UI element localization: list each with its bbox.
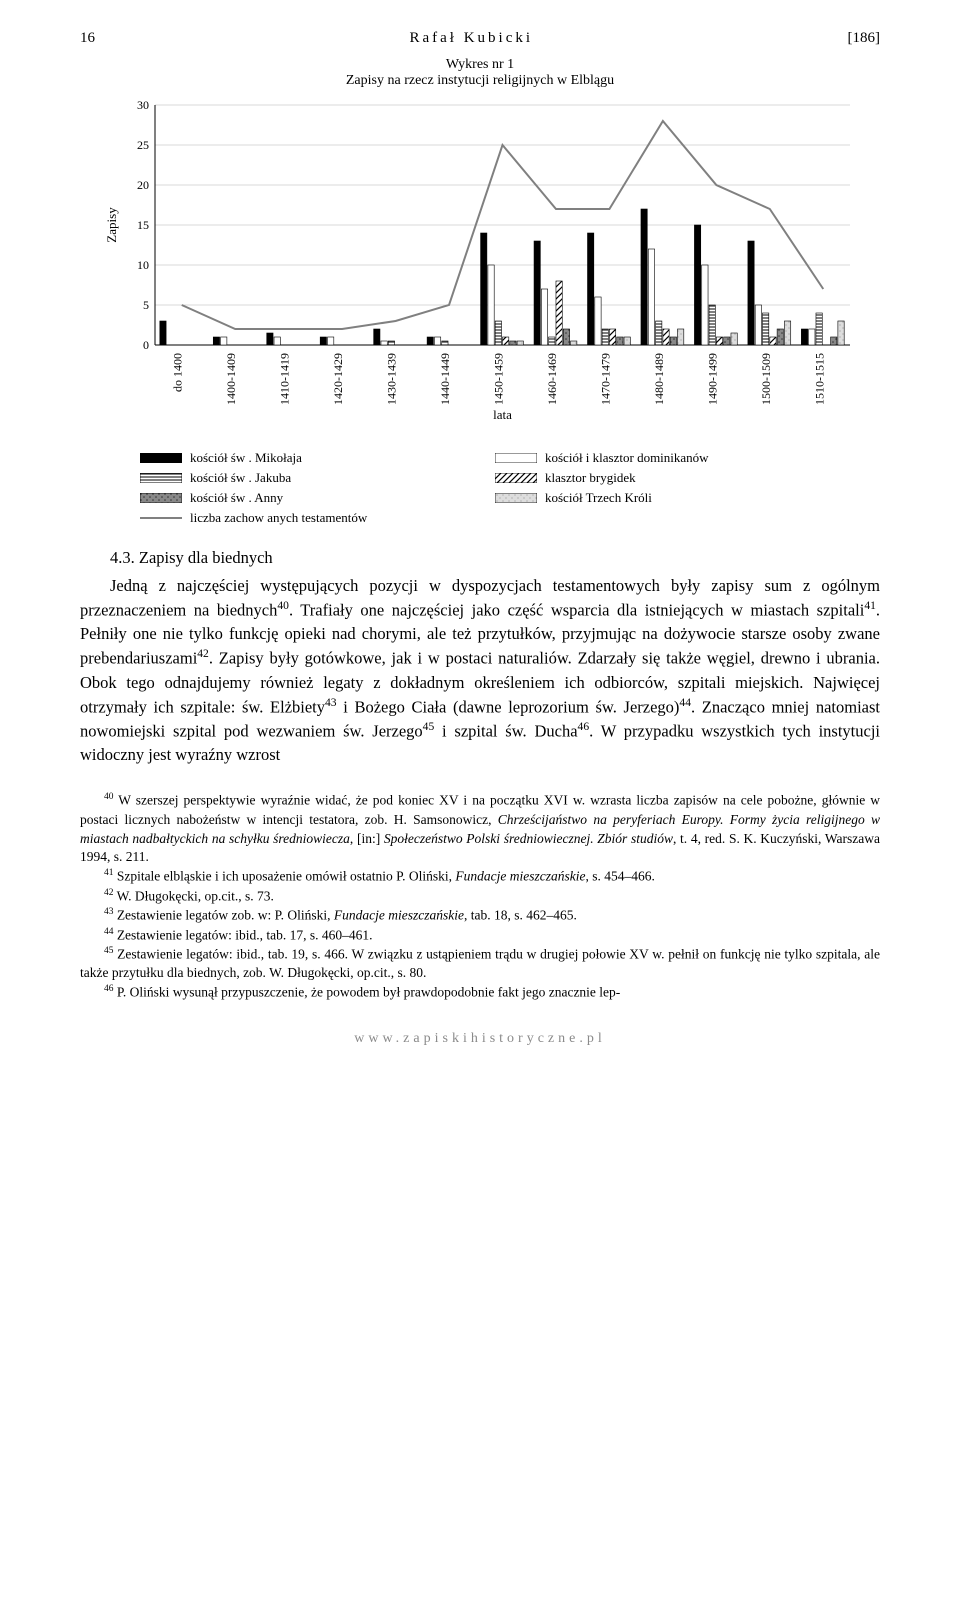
svg-text:25: 25 [137,138,149,152]
footnote-42: 42 W. Długokęcki, op.cit., s. 73. [80,887,880,906]
footnote-41: 41 Szpitale elbląskie i ich uposażenie o… [80,867,880,886]
svg-text:1510-1515: 1510-1515 [812,353,826,405]
svg-text:10: 10 [137,258,149,272]
footnote-45: 45 Zestawienie legatów: ibid., tab. 19, … [80,945,880,983]
svg-text:do 1400: do 1400 [171,353,185,392]
svg-text:30: 30 [137,98,149,112]
svg-text:0: 0 [143,338,149,352]
main-paragraph: Jedną z najczęściej występujących pozycj… [80,574,880,767]
author-name: Rafał Kubicki [409,30,533,47]
svg-text:1480-1489: 1480-1489 [652,353,666,405]
body-text: 4.3. Zapisy dla biednych Jedną z najczęś… [80,546,880,767]
svg-text:1440-1449: 1440-1449 [438,353,452,405]
footnotes: 40 W szerszej perspektywie wyraźnie wida… [80,785,880,1002]
footnote-46: 46 P. Oliński wysunął przypuszczenie, że… [80,983,880,1002]
page-header: 16 Rafał Kubicki [186] [80,30,880,47]
legend-item: kościół i klasztor dominikanów [495,450,820,466]
svg-text:1500-1509: 1500-1509 [759,353,773,405]
footer-url: www.zapiskihistoryczne.pl [80,1031,880,1047]
chart-title-line1: Wykres nr 1 [80,57,880,73]
svg-text:1450-1459: 1450-1459 [492,353,506,405]
legend-item: kościół Trzech Króli [495,490,820,506]
svg-text:lata: lata [493,407,512,422]
svg-text:1490-1499: 1490-1499 [705,353,719,405]
svg-text:15: 15 [137,218,149,232]
legend-item: kościół św . Jakuba [140,470,465,486]
footnote-44: 44 Zestawienie legatów: ibid., tab. 17, … [80,926,880,945]
chart-title: Wykres nr 1 Zapisy na rzecz instytucji r… [80,57,880,89]
svg-text:1460-1469: 1460-1469 [545,353,559,405]
legend-item: kościół św . Mikołaja [140,450,465,466]
legend-item: liczba zachow anych testamentów [140,510,465,526]
svg-text:20: 20 [137,178,149,192]
svg-text:1400-1409: 1400-1409 [224,353,238,405]
page-number-left: 16 [80,30,95,47]
svg-text:Zapisy: Zapisy [104,207,119,243]
footnote-43: 43 Zestawienie legatów zob. w: P. Olińsk… [80,906,880,925]
chart-container: Wykres nr 1 Zapisy na rzecz instytucji r… [80,57,880,425]
legend-item: kościół św . Anny [140,490,465,506]
chart-legend: kościół św . Mikołaja kościół i klasztor … [80,450,880,526]
footnote-40: 40 W szerszej perspektywie wyraźnie wida… [80,791,880,867]
chart-title-line2: Zapisy na rzecz instytucji religijnych w… [80,73,880,89]
bracket-number-right: [186] [848,30,881,47]
svg-text:1430-1439: 1430-1439 [385,353,399,405]
chart-svg: 0 5 10 15 20 25 30 Zapisy do 1400 1400-1409 1410-1… [100,95,860,425]
section-heading: 4.3. Zapisy dla biednych [110,546,880,570]
svg-text:1470-1479: 1470-1479 [598,353,612,405]
legend-item: klasztor brygidek [495,470,820,486]
svg-text:1410-1419: 1410-1419 [278,353,292,405]
legend-item [495,510,820,526]
svg-text:1420-1429: 1420-1429 [331,353,345,405]
svg-text:5: 5 [143,298,149,312]
